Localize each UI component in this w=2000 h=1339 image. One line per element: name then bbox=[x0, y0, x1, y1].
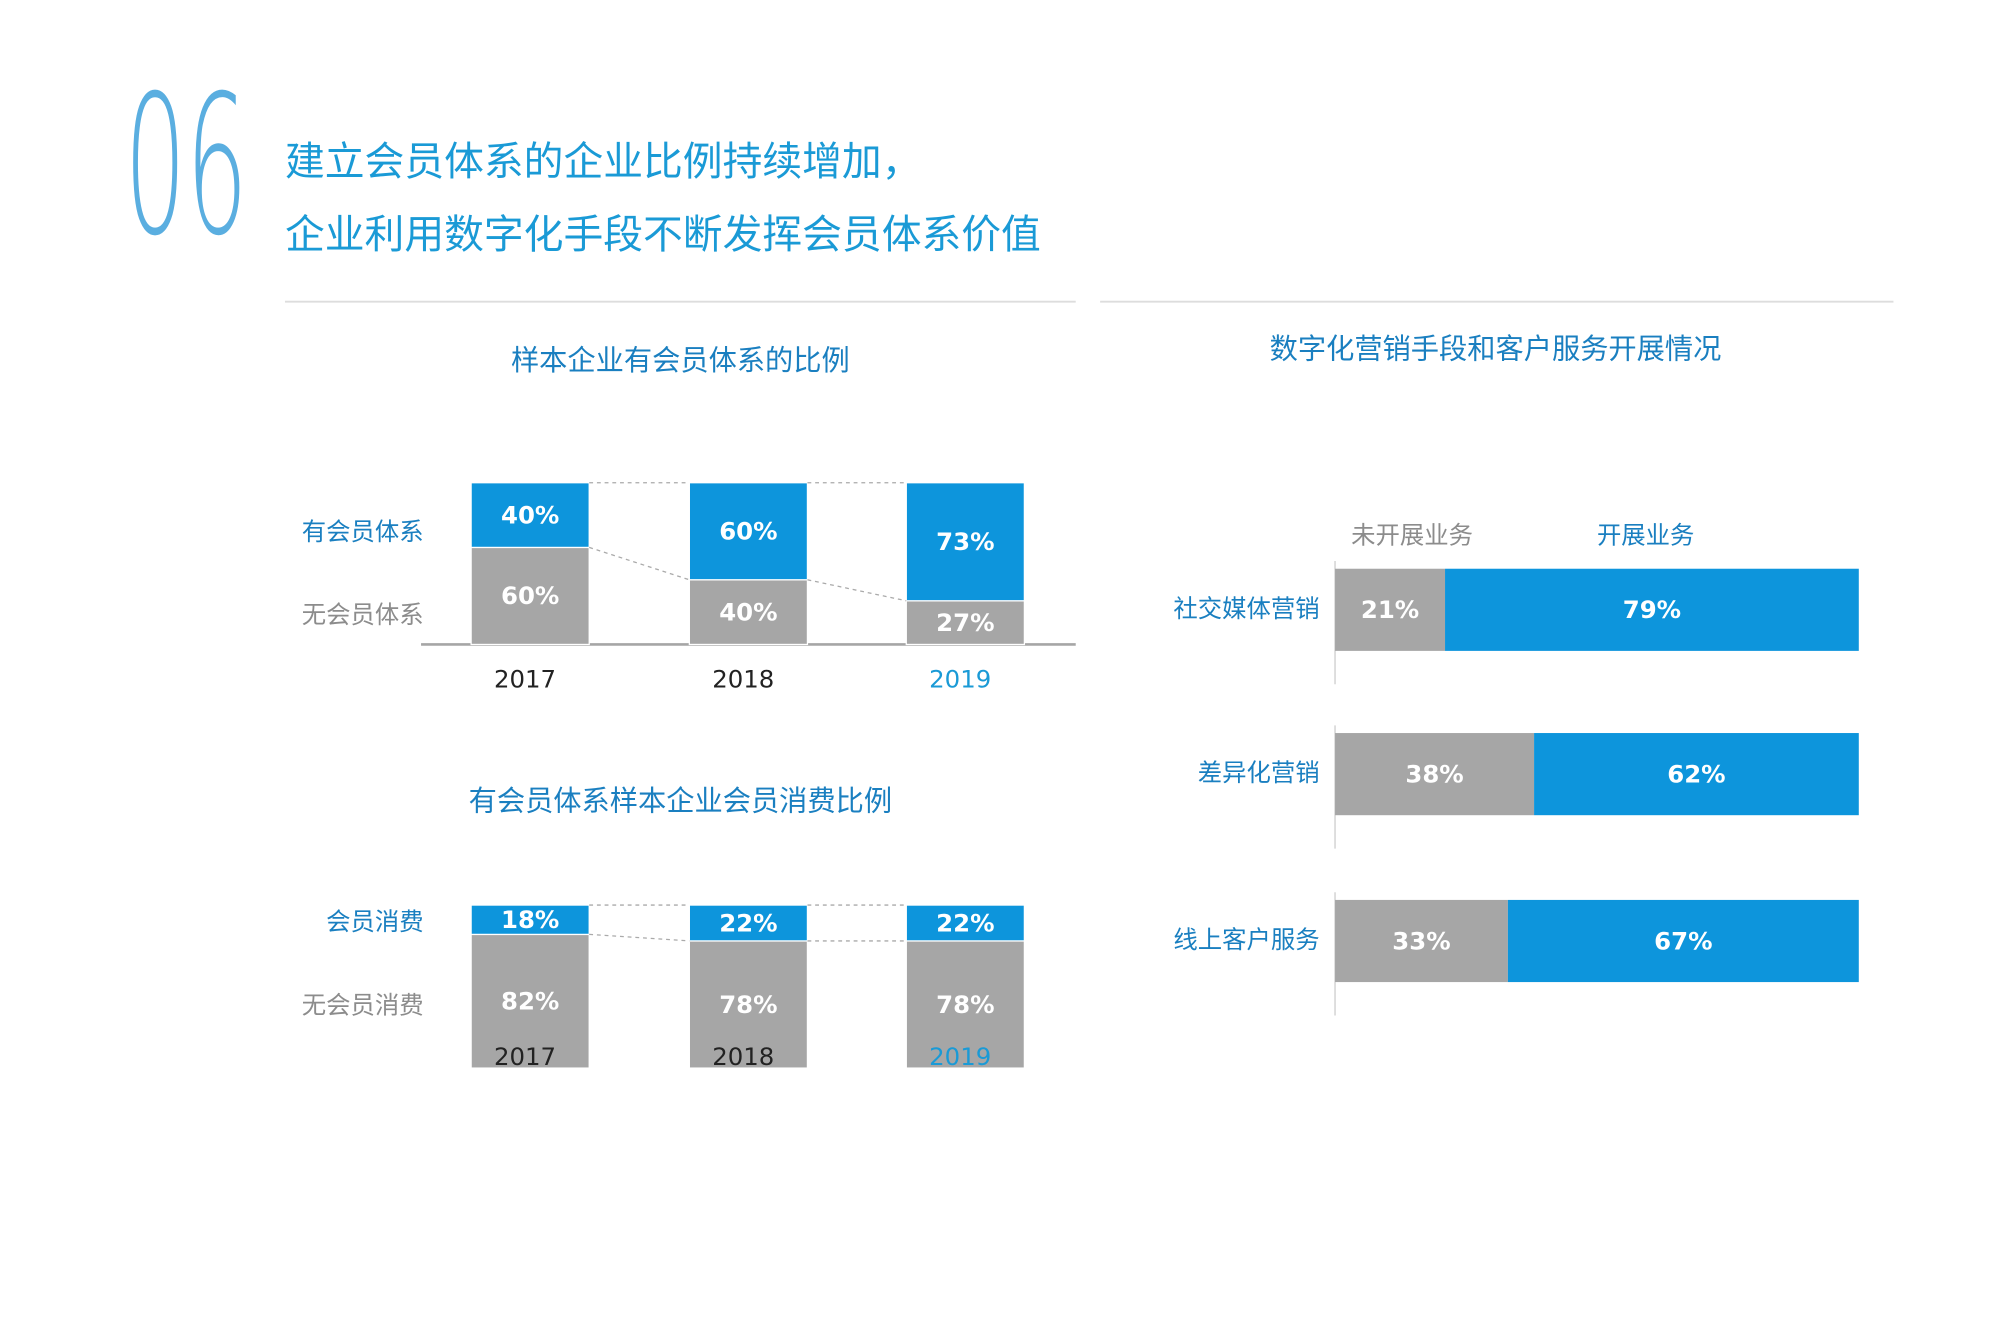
connector bbox=[589, 933, 690, 942]
value-label: 18% bbox=[501, 905, 559, 934]
value-label: 40% bbox=[719, 597, 777, 626]
bar-segment bbox=[688, 940, 809, 1069]
value-label: 79% bbox=[1623, 595, 1681, 624]
chart-title: 样本企业有会员体系的比例 bbox=[511, 344, 850, 377]
x-tick-label: 2017 bbox=[494, 664, 556, 693]
bar-segment bbox=[470, 546, 590, 646]
bar-segment bbox=[688, 904, 809, 942]
bar-segment bbox=[470, 933, 590, 1069]
legend-label: 会员消费 bbox=[326, 907, 424, 936]
bar-segment bbox=[1335, 568, 1446, 651]
y-tick-label: 差异化营销 bbox=[1198, 758, 1320, 787]
legend-label: 有会员体系 bbox=[302, 517, 424, 546]
chart-title: 数字化营销手段和客户服务开展情况 bbox=[1270, 333, 1722, 366]
value-label: 22% bbox=[719, 908, 777, 937]
bar-segment bbox=[905, 904, 1026, 942]
bar-segment bbox=[1507, 899, 1859, 983]
x-tick-label: 2019 bbox=[929, 664, 991, 693]
legend-label: 无会员体系 bbox=[302, 600, 424, 629]
connector bbox=[807, 579, 907, 602]
value-label: 40% bbox=[501, 500, 559, 529]
value-label: 73% bbox=[936, 527, 994, 556]
bar-segment bbox=[905, 940, 1026, 1069]
value-label: 78% bbox=[936, 990, 994, 1019]
chart-title: 有会员体系样本企业会员消费比例 bbox=[469, 784, 893, 817]
x-tick-label: 2018 bbox=[712, 664, 774, 693]
value-label: 82% bbox=[501, 987, 559, 1016]
bar-segment bbox=[470, 904, 590, 936]
y-tick-label: 线上客户服务 bbox=[1173, 925, 1319, 954]
bar-segment bbox=[1534, 733, 1859, 816]
x-tick-label: 2017 bbox=[494, 1042, 556, 1071]
headline: 建立会员体系的企业比例持续增加， bbox=[285, 139, 922, 185]
bar-segment bbox=[1445, 568, 1859, 651]
legend-label: 开展业务 bbox=[1597, 521, 1695, 550]
value-label: 21% bbox=[1361, 595, 1419, 624]
bar-segment bbox=[688, 579, 809, 646]
connector bbox=[589, 546, 690, 581]
x-tick-label: 2019 bbox=[929, 1042, 991, 1071]
bar-segment bbox=[1335, 899, 1508, 983]
bar-segment bbox=[470, 482, 590, 549]
value-label: 27% bbox=[936, 608, 994, 637]
value-label: 33% bbox=[1392, 926, 1450, 955]
value-label: 67% bbox=[1654, 926, 1712, 955]
bar-segment bbox=[1335, 733, 1535, 816]
y-tick-label: 社交媒体营销 bbox=[1173, 594, 1319, 623]
value-label: 22% bbox=[936, 908, 994, 937]
bar-segment bbox=[905, 482, 1026, 602]
value-label: 38% bbox=[1405, 759, 1463, 788]
value-label: 60% bbox=[501, 581, 559, 610]
bar-segment bbox=[905, 600, 1026, 646]
section-number: 06 bbox=[125, 55, 248, 279]
legend-label: 无会员消费 bbox=[302, 990, 424, 1019]
value-label: 78% bbox=[719, 990, 777, 1019]
value-label: 60% bbox=[719, 517, 777, 546]
bar-segment bbox=[688, 482, 809, 581]
legend-label: 未开展业务 bbox=[1351, 521, 1473, 550]
headline: 企业利用数字化手段不断发挥会员体系价值 bbox=[285, 212, 1041, 258]
x-tick-label: 2018 bbox=[712, 1042, 774, 1071]
value-label: 62% bbox=[1667, 759, 1725, 788]
